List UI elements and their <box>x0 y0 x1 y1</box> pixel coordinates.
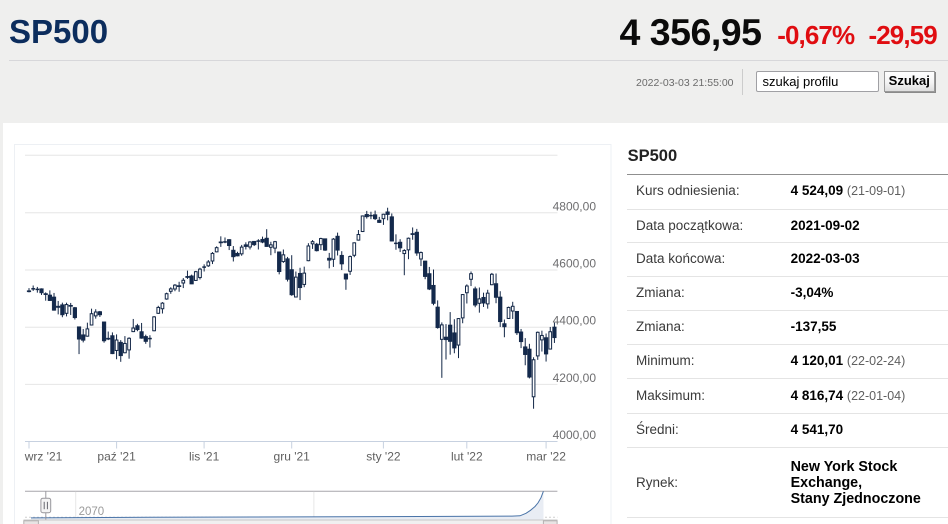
svg-text:paź '21: paź '21 <box>97 450 136 464</box>
svg-text:4000,00: 4000,00 <box>553 428 597 442</box>
svg-text:sty '22: sty '22 <box>366 450 401 464</box>
svg-text:gru '21: gru '21 <box>274 450 311 464</box>
svg-text:4200,00: 4200,00 <box>553 371 597 385</box>
svg-text:2070: 2070 <box>79 506 105 518</box>
svg-text:lut '22: lut '22 <box>451 450 483 464</box>
svg-text:4400,00: 4400,00 <box>553 314 597 328</box>
svg-text:wrz '21: wrz '21 <box>24 450 63 464</box>
svg-text:mar '22: mar '22 <box>526 450 566 464</box>
svg-text:4600,00: 4600,00 <box>553 257 597 271</box>
svg-text:lis '21: lis '21 <box>189 450 220 464</box>
svg-text:4800,00: 4800,00 <box>553 199 597 213</box>
